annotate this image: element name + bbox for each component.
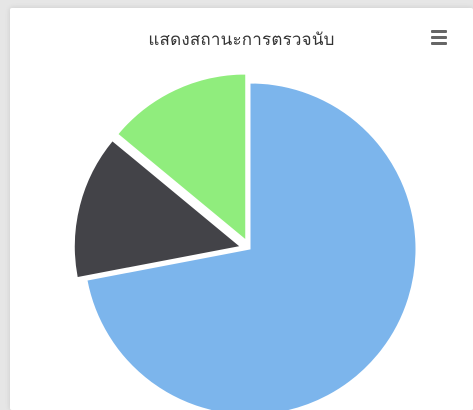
pie-slice-1[interactable] — [86, 82, 417, 410]
pie-slice-3[interactable] — [117, 73, 247, 242]
chart-title: แสดงสถานะการตรวจนับ — [148, 30, 335, 50]
pie-chart — [73, 73, 417, 410]
hamburger-menu-icon[interactable] — [428, 28, 450, 46]
menu-bar — [431, 42, 447, 45]
menu-bar — [431, 30, 447, 33]
menu-bar — [431, 36, 447, 39]
chart-card: แสดงสถานะการตรวจนับ — [10, 8, 473, 410]
pie-slice-2[interactable] — [73, 139, 242, 279]
